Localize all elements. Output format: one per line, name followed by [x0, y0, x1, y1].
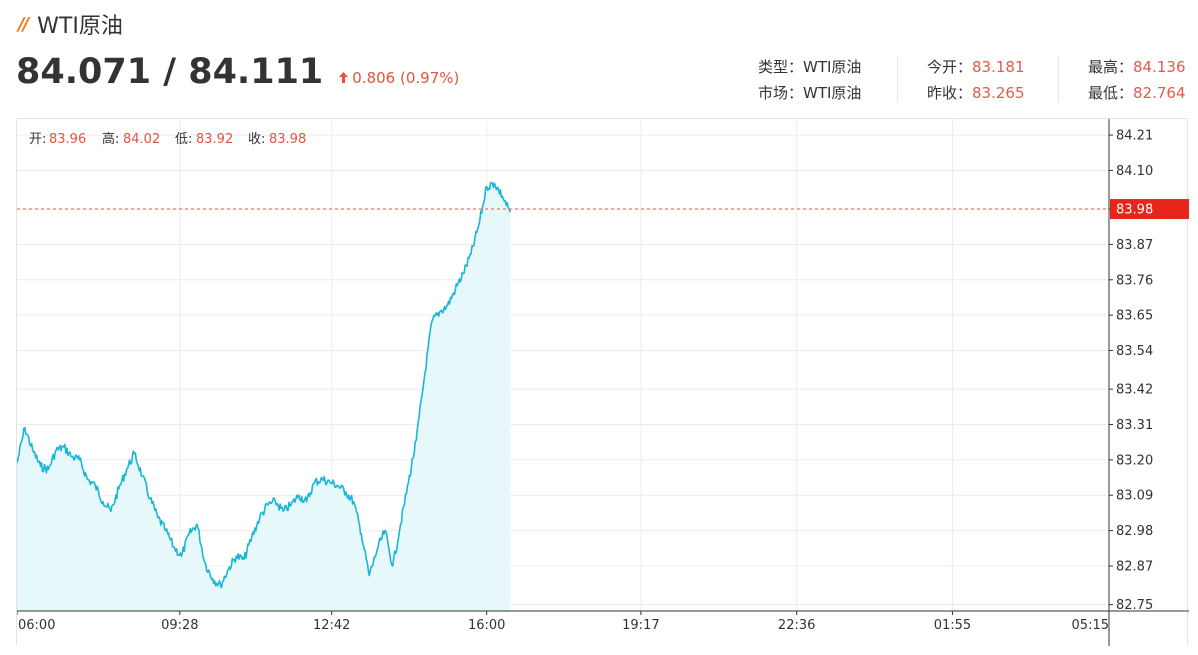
y-tick-label: 84.21 — [1116, 129, 1153, 144]
y-tick-label: 84.10 — [1116, 164, 1153, 179]
ohlc-high-label: 高: — [102, 131, 119, 147]
high-value: 84.136 — [1133, 58, 1186, 76]
y-tick-label: 83.09 — [1116, 489, 1153, 504]
info-divider — [897, 56, 898, 102]
y-tick-label: 83.20 — [1116, 453, 1153, 468]
current-price-marker: 83.98 — [17, 199, 1189, 220]
info-divider — [1058, 56, 1059, 102]
ohlc-low-value: 83.92 — [196, 132, 233, 147]
ohlc-low-label: 低: — [175, 132, 192, 147]
prev-close-label: 昨收： — [927, 84, 973, 102]
x-tick-label: 06:00 — [18, 618, 55, 633]
x-tick-label: 12:42 — [313, 618, 350, 633]
chart-container[interactable]: 84.21 84.10 83.98 83.87 83.76 83.65 83.54 83.42… — [16, 118, 1189, 646]
x-tick-label: 09:28 — [161, 618, 198, 633]
y-tick-label: 82.87 — [1116, 559, 1153, 574]
type-value: WTI原油 — [803, 58, 862, 76]
y-tick-label: 83.42 — [1116, 383, 1153, 398]
page-title: WTI原油 — [37, 14, 123, 39]
brand-slash-icon: // — [18, 13, 29, 35]
ohlc-high-value: 84.02 — [123, 132, 160, 147]
x-tick-label: 05:15 — [1072, 618, 1109, 633]
info-type-market: 类型：WTI原油 市场：WTI原油 — [758, 54, 861, 106]
price-change: 0.806 (0.97%) — [339, 69, 459, 87]
price-chart[interactable]: 84.21 84.10 83.98 83.87 83.76 83.65 83.54 83.42… — [16, 119, 1189, 646]
ohlc-open-value: 83.96 — [49, 132, 86, 147]
info-open-prevclose: 今开：83.181 昨收：83.265 — [927, 54, 1025, 106]
x-tick-label: 22:36 — [778, 618, 815, 633]
header-title-row: // WTI原油 — [18, 8, 123, 40]
price-change-value: 0.806 (0.97%) — [352, 69, 460, 87]
open-label: 今开： — [927, 58, 973, 76]
y-tick-label: 82.75 — [1116, 598, 1153, 613]
info-high-low: 最高：84.136 最低：82.764 — [1088, 54, 1186, 106]
x-tick-label: 01:55 — [934, 618, 971, 633]
up-arrow-icon — [339, 69, 349, 87]
low-label: 最低： — [1088, 84, 1134, 102]
ohlc-close-value: 83.98 — [269, 132, 306, 147]
series-area-fill — [17, 182, 511, 611]
market-value: WTI原油 — [803, 84, 862, 102]
chart-plot — [16, 181, 511, 611]
y-tick-label: 82.98 — [1116, 524, 1153, 539]
low-value: 82.764 — [1133, 84, 1186, 102]
high-label: 最高： — [1088, 58, 1134, 76]
price-row: 84.071 / 84.111 0.806 (0.97%) — [16, 52, 459, 92]
chart-grid — [17, 119, 1110, 611]
ohlc-open-label: 开: — [29, 132, 46, 147]
bid-ask-price: 84.071 / 84.111 — [16, 52, 324, 92]
x-tick-label: 19:17 — [622, 618, 659, 633]
type-label: 类型： — [758, 58, 804, 76]
current-price-tag — [1110, 199, 1189, 220]
ohlc-close-label: 收: — [248, 132, 265, 147]
y-tick-label: 83.76 — [1116, 273, 1153, 288]
market-label: 市场： — [758, 84, 804, 102]
prev-close-value: 83.265 — [972, 84, 1025, 102]
ohlc-legend: 开: 83.96 高: 84.02 低: 83.92 收: 83.98 — [29, 131, 306, 147]
y-tick-label: 83.31 — [1116, 418, 1153, 433]
open-value: 83.181 — [972, 58, 1025, 76]
x-axis: 06:00 09:28 12:42 16:00 19:17 22:36 01:55 05:15 — [16, 610, 1189, 633]
current-price-tag-text: 83.98 — [1116, 203, 1153, 218]
y-axis: 84.21 84.10 83.98 83.87 83.76 83.65 83.54 83.42… — [1108, 119, 1153, 646]
series-line — [16, 181, 511, 589]
y-tick-label: 83.87 — [1116, 238, 1153, 253]
y-tick-label: 83.54 — [1116, 344, 1153, 359]
x-tick-label: 16:00 — [468, 618, 505, 633]
y-tick-label: 83.65 — [1116, 309, 1153, 324]
